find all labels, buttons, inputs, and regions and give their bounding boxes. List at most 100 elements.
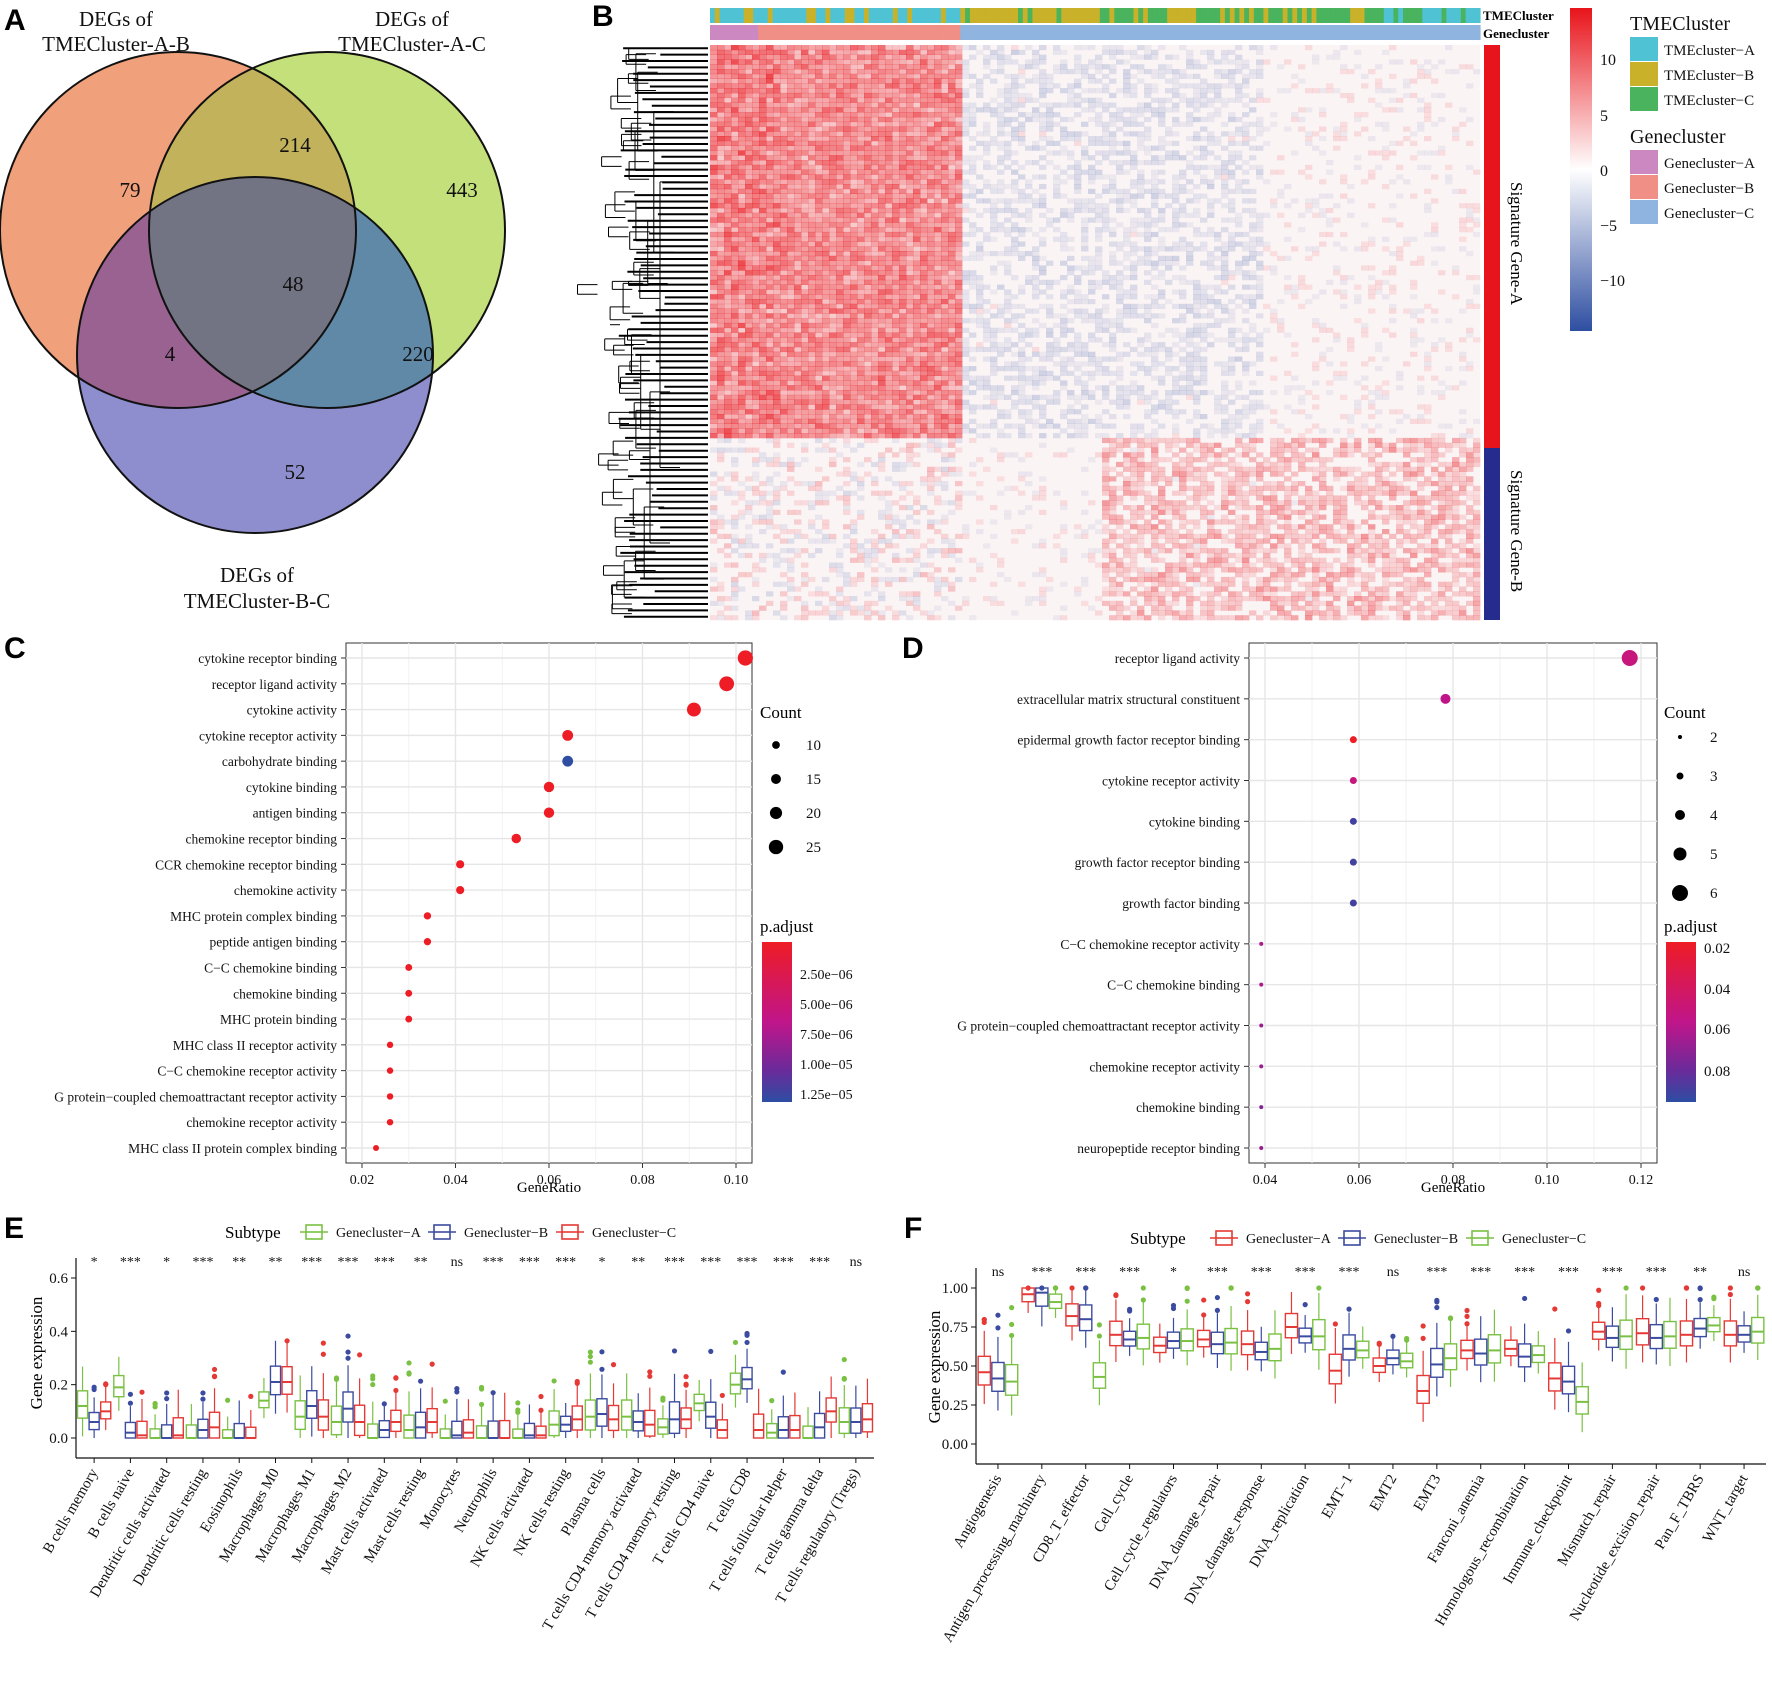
heatmap-cell: [906, 136, 914, 142]
venn-count-ab-ac: 214: [279, 133, 311, 157]
heatmap-cell: [766, 356, 774, 362]
heatmap-cell: [1347, 92, 1355, 99]
heatmap-cell: [1200, 92, 1208, 99]
heatmap-cell: [829, 116, 837, 123]
heatmap-cell: [941, 112, 949, 118]
heatmap-cell: [836, 112, 844, 118]
heatmap-cell: [1340, 179, 1348, 185]
heatmap-cell: [878, 265, 886, 271]
heatmap-cell: [927, 107, 935, 113]
heatmap-cell: [836, 155, 844, 161]
heatmap-cell: [752, 69, 760, 75]
heatmap-cell: [941, 270, 949, 276]
heatmap-cell: [738, 299, 746, 305]
heatmap-cell: [843, 160, 851, 166]
heatmap-cell: [920, 126, 928, 132]
heatmap-cell: [1074, 160, 1082, 166]
heatmap-cell: [1123, 107, 1131, 113]
heatmap-cell: [1011, 92, 1019, 99]
heatmap-cell: [927, 294, 935, 300]
heatmap-cell: [829, 83, 837, 89]
heatmap-cell: [1074, 174, 1082, 180]
heatmap-cell: [1214, 231, 1222, 238]
heatmap-cell: [899, 136, 907, 142]
genecluster-annotation-cell: [1138, 25, 1144, 40]
heatmap-cell: [1333, 49, 1341, 55]
heatmap-cell: [1067, 88, 1075, 94]
heatmap-cell: [857, 121, 865, 127]
heatmap-cell: [913, 188, 921, 194]
heatmap-cell: [787, 322, 795, 329]
heatmap-cell: [1130, 49, 1138, 55]
heatmap-cell: [1305, 140, 1313, 146]
heatmap-cell: [1256, 260, 1264, 266]
heatmap-cell: [1102, 275, 1110, 281]
heatmap-cell: [871, 83, 879, 89]
heatmap-cell: [906, 255, 914, 261]
heatmap-cell: [1200, 49, 1208, 55]
heatmap-cell: [1109, 184, 1117, 190]
heatmap-cell: [948, 69, 956, 75]
heatmap-cell: [787, 155, 795, 161]
heatmap-cell: [1088, 88, 1096, 94]
heatmap-cell: [1018, 69, 1026, 75]
heatmap-cell: [948, 222, 956, 228]
heatmap-cell: [927, 212, 935, 218]
heatmap-cell: [1039, 69, 1047, 75]
tmecluster-annotation-cell: [1436, 8, 1443, 23]
heatmap-cell: [1193, 322, 1201, 329]
heatmap-cell: [808, 140, 816, 146]
heatmap-cell: [1116, 59, 1124, 65]
heatmap-cell: [990, 313, 998, 319]
heatmap-cell: [927, 121, 935, 127]
heatmap-cell: [983, 322, 991, 329]
heatmap-cell: [773, 351, 781, 357]
heatmap-cell: [801, 107, 809, 113]
venn-count-ac-bc: 220: [402, 342, 434, 366]
heatmap-cell: [794, 231, 802, 238]
heatmap-cell: [1186, 150, 1194, 156]
heatmap-cell: [717, 222, 725, 228]
heatmap-cell: [1179, 169, 1187, 175]
heatmap-cell: [885, 255, 893, 261]
heatmap-cell: [745, 45, 753, 51]
genecluster-annotation-cell: [902, 25, 908, 40]
heatmap-cell: [1102, 73, 1110, 79]
heatmap-cell: [1074, 198, 1082, 204]
heatmap-cell: [927, 318, 935, 324]
tmecluster-annotation-cell: [1003, 8, 1009, 23]
heatmap-cell: [1221, 179, 1229, 185]
heatmap-cell: [1130, 73, 1138, 79]
heatmap-cell: [1228, 203, 1236, 209]
heatmap-cell: [829, 126, 837, 132]
heatmap-cell: [745, 88, 753, 94]
heatmap-cell: [773, 136, 781, 142]
heatmap-cell: [892, 241, 900, 247]
heatmap-cell: [773, 265, 781, 271]
heatmap-cell: [1046, 150, 1054, 156]
heatmap-cell: [1368, 236, 1376, 242]
heatmap-cell: [1221, 289, 1229, 295]
heatmap-cell: [1039, 184, 1047, 190]
heatmap-cell: [1186, 97, 1194, 103]
genecluster-annotation-cell: [1224, 25, 1231, 40]
heatmap-cell: [892, 126, 900, 132]
heatmap-cell: [899, 126, 907, 132]
heatmap-cell: [1137, 107, 1145, 113]
heatmap-cell: [745, 92, 753, 99]
heatmap-cell: [738, 169, 746, 175]
heatmap-cell: [955, 299, 963, 305]
heatmap-cell: [1193, 361, 1201, 367]
genecluster-annotation-cell: [1229, 25, 1236, 40]
heatmap-cell: [1158, 155, 1166, 161]
heatmap-cell: [885, 59, 893, 65]
heatmap-cell: [724, 112, 732, 118]
heatmap-cell: [1067, 236, 1075, 242]
heatmap-cell: [801, 241, 809, 247]
heatmap-cell: [738, 361, 746, 367]
heatmap-cell: [990, 251, 998, 257]
genecluster-annotation-cell: [787, 25, 793, 40]
heatmap-cell: [941, 179, 949, 185]
heatmap-cell: [836, 260, 844, 266]
heatmap-cell: [787, 112, 795, 118]
